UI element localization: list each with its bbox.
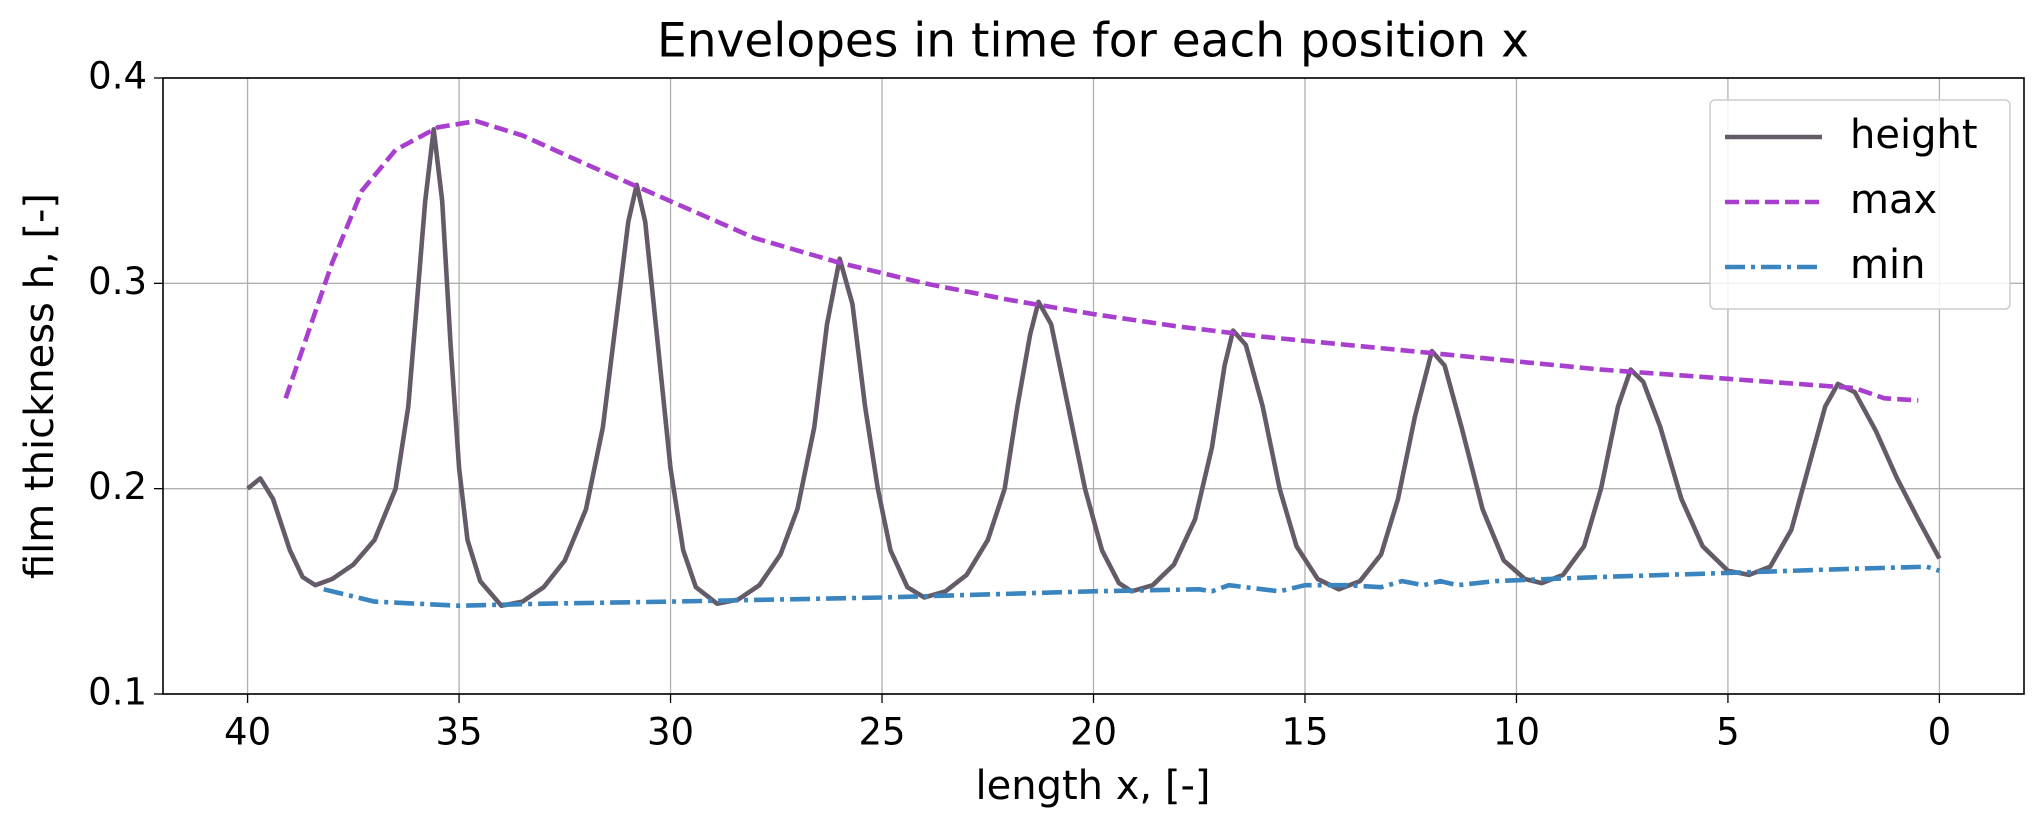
y-tick-label: 0.2 [88,465,147,508]
x-tick-label: 25 [858,711,905,754]
line-series [323,564,1941,608]
chart-title: Envelopes in time for each position x [657,14,1529,69]
legend-box [1709,99,2011,310]
y-tick-label: 0.1 [88,671,147,714]
legend: height max min [1709,99,2011,310]
x-tick-label: 20 [1070,711,1117,754]
y-tick-label: 0.4 [88,55,147,98]
legend-label: height [1850,112,1978,158]
y-tick-label: 0.3 [88,260,147,303]
x-tick-label: 5 [1716,711,1740,754]
legend-label: min [1850,242,1925,288]
x-tick-label: 10 [1493,711,1540,754]
legend-label: max [1850,177,1937,223]
line-series [246,127,1942,608]
y-axis-label: film thickness h, [-] [17,193,63,579]
line-series [283,118,1919,403]
x-tick-label: 30 [647,711,694,754]
x-axis-label: length x, [-] [976,763,1211,809]
x-tick-label: 0 [1928,711,1952,754]
plot-frame [162,77,2025,695]
x-tick-label: 15 [1281,711,1328,754]
x-tick-label: 35 [436,711,483,754]
x-tick-label: 40 [224,711,271,754]
